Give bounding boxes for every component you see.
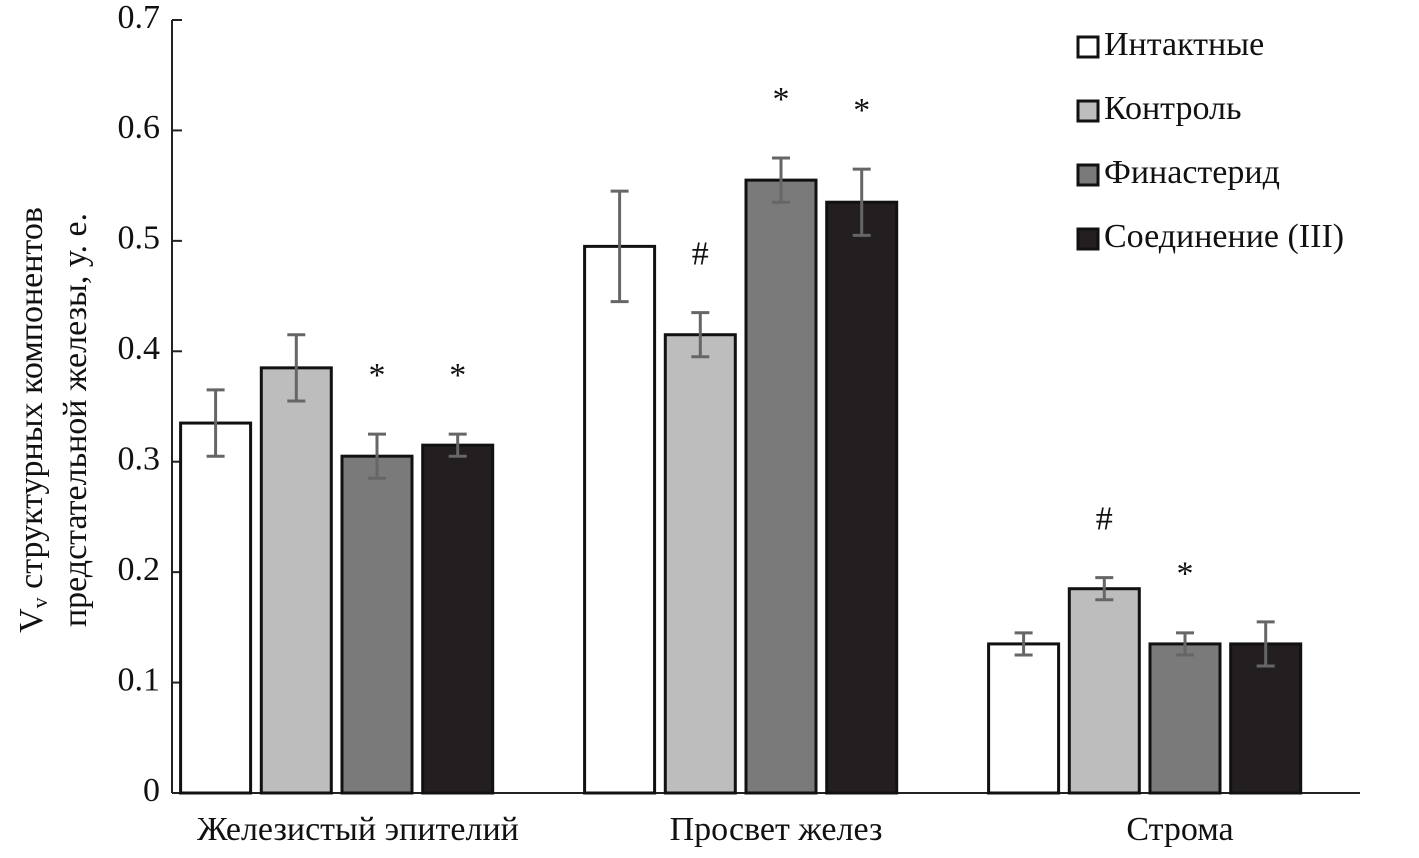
bar [259,366,333,795]
y-axis-label: Vv структурных компонентов предстательно… [13,207,94,633]
bar [744,178,818,795]
error-bar [610,189,629,304]
significance-mark: * [773,81,790,118]
x-tick-label: Просвет желез [670,811,883,848]
bar [340,454,414,795]
y-axis-label-line: предстательной железы, у. е. [57,213,94,627]
significance-mark: * [1177,556,1194,593]
y-label-space [13,589,50,598]
bar [421,443,495,795]
bar [825,200,899,795]
bar [1148,642,1222,795]
error-bar [1095,576,1114,602]
error-bar [691,311,710,359]
significance-mark: # [1096,500,1113,537]
y-label-subscript: v [27,597,52,608]
y-tick-label: 0.5 [118,220,161,257]
bar [987,642,1061,795]
error-bar [1256,620,1275,668]
error-bar [368,432,386,480]
bar [583,244,657,795]
significance-mark: # [692,235,709,272]
significance-mark: * [853,92,870,129]
error-bar [1014,631,1033,657]
y-tick-label: 0.4 [118,330,161,367]
y-axis-label-line: Vv структурных компонентов [13,207,52,633]
y-tick-label: 0.6 [118,109,161,146]
significance-mark: * [449,357,466,394]
legend-label: Интактные [1104,26,1264,63]
y-label-line: структурных компонентов [13,207,50,589]
bar [663,333,737,795]
bar [179,421,253,795]
y-tick-label: 0.2 [118,551,161,588]
legend-label: Контроль [1104,90,1241,127]
x-tick-label: Железистый эпителий [197,811,519,848]
significance-mark: * [369,357,386,394]
legend-label: Финастерид [1104,154,1280,191]
y-tick-label: 0.1 [118,661,161,698]
legend-swatch [1076,163,1100,187]
y-tick-label: 0.7 [118,0,161,36]
error-bar [1176,631,1194,657]
legend-swatch [1076,99,1100,123]
error-bar [772,156,790,204]
y-label-symbol: V [13,608,50,633]
error-bar [206,388,225,458]
x-tick-label: Строма [1126,811,1233,848]
bar [1067,587,1141,795]
y-tick-label: 0 [143,772,160,809]
error-bar [287,333,306,403]
legend-swatch [1076,35,1100,59]
legend-label: Соединение (III) [1104,218,1344,255]
error-bar [448,432,467,458]
error-bar [852,167,871,237]
y-tick-label: 0.3 [118,441,161,478]
legend-swatch [1076,227,1100,251]
